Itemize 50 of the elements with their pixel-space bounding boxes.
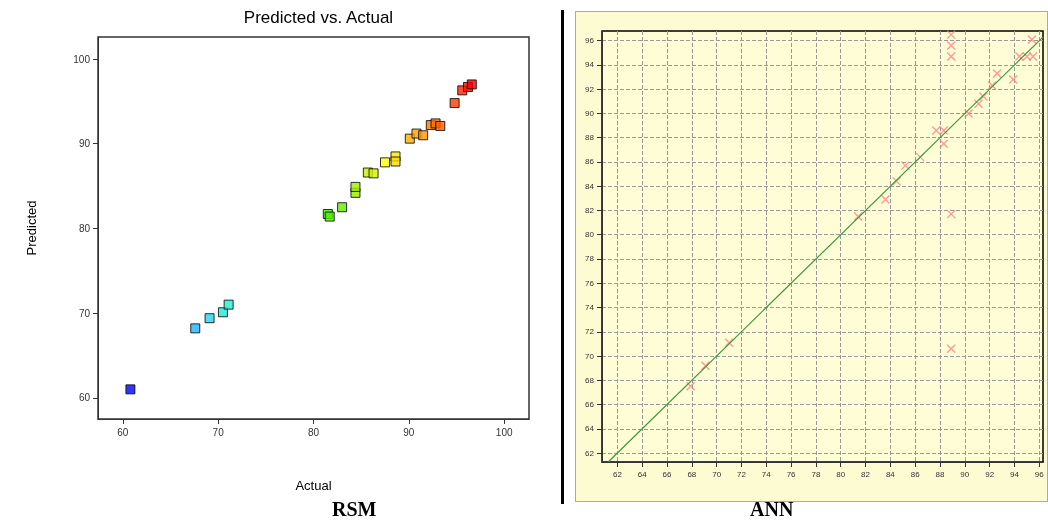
y-tick-label: 72 [585,327,595,337]
y-tick-label: 68 [585,375,595,385]
y-tick-label: 82 [585,205,595,215]
y-tick-label: 86 [585,157,595,167]
y-tick-label: 90 [585,108,595,118]
x-tick-label: 62 [612,469,623,479]
text: ANN [750,498,794,520]
x-tick-label: 92 [985,469,995,479]
y-tick-label: 66 [585,400,595,410]
x-tick-label: 94 [1010,469,1020,479]
y-axis-title: Predicted [24,200,39,256]
x-tick-label: 64 [637,469,648,479]
x-tick-label: 70 [212,426,225,438]
x-tick-label: 70 [712,469,722,479]
x-tick-label: 96 [1034,469,1045,479]
x-tick-label: 68 [687,469,697,479]
x-tick-label: 84 [885,469,896,479]
y-tick-label: 84 [585,181,595,191]
x-tick-label: 88 [935,469,946,479]
x-tick-label: 74 [761,469,772,479]
y-tick-label: 88 [585,133,595,143]
y-tick-label: 96 [585,36,595,46]
x-tick-label: 100 [495,426,513,438]
y-tick-label: 70 [585,351,595,361]
x-axis-title: Actual [295,478,332,493]
x-tick-label: 78 [811,469,821,479]
y-tick-label: 100 [73,53,91,65]
x-tick-label: 90 [403,426,415,438]
y-tick-label: 80 [78,222,91,234]
x-tick-label: 90 [960,469,970,479]
y-tick-label: 60 [78,392,91,404]
y-tick-label: 90 [78,138,91,150]
text: RSM [332,498,377,520]
y-tick-label: 76 [585,278,595,288]
x-tick-label: 66 [662,469,673,479]
y-tick-label: 70 [78,307,91,319]
y-tick-label: 78 [585,254,595,264]
y-tick-label: 74 [585,303,595,312]
x-tick-label: 60 [117,426,129,438]
x-tick-label: 82 [861,469,871,479]
chart-title: Predicted vs. Actual [243,8,394,27]
y-tick-label: 94 [585,60,595,70]
x-tick-label: 76 [786,469,797,479]
x-tick-label: 80 [307,426,320,438]
x-tick-label: 86 [910,469,921,479]
y-tick-label: 92 [585,84,595,94]
y-tick-label: 80 [585,230,595,240]
x-tick-label: 80 [836,469,846,479]
x-tick-label: 72 [737,469,747,479]
y-tick-label: 62 [585,448,595,458]
